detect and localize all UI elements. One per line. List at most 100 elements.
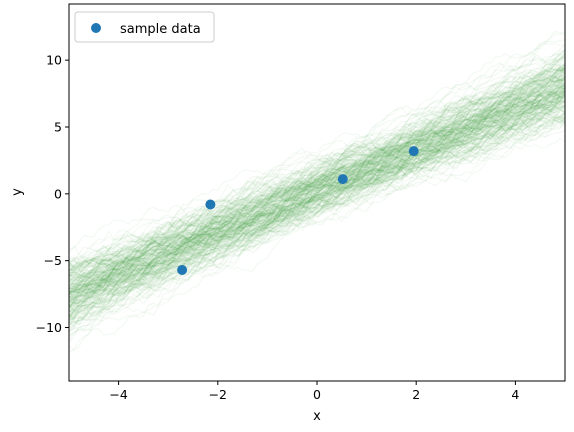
band-line: [69, 94, 565, 288]
band-line: [69, 76, 565, 303]
band-line: [69, 116, 565, 294]
band-line: [69, 71, 565, 302]
band-line: [69, 65, 565, 296]
band-line: [69, 60, 565, 332]
band-line: [69, 63, 565, 295]
band-line: [69, 99, 565, 293]
posterior-band: [69, 30, 565, 353]
band-line: [69, 91, 565, 284]
band-line: [69, 120, 565, 306]
band-line: [69, 85, 565, 307]
band-line: [69, 62, 565, 337]
band-line: [69, 98, 565, 278]
band-line: [69, 64, 565, 250]
band-line: [69, 52, 565, 308]
band-line: [69, 77, 565, 336]
band-line: [69, 72, 565, 276]
band-line: [69, 95, 565, 285]
band-line: [69, 95, 565, 275]
band-line: [69, 86, 565, 294]
legend-label: sample data: [120, 22, 201, 37]
band-line: [69, 81, 565, 285]
band-line: [69, 94, 565, 269]
band-line: [69, 70, 565, 314]
band-line: [69, 109, 565, 290]
band-line: [69, 111, 565, 292]
band-line: [69, 63, 565, 318]
band-line: [69, 85, 565, 309]
band-line: [69, 117, 565, 274]
band-line: [69, 105, 565, 293]
band-line: [69, 78, 565, 318]
band-line: [69, 110, 565, 308]
band-line: [69, 87, 565, 321]
band-line: [69, 89, 565, 298]
band-line: [69, 85, 565, 297]
x-tick-label: 4: [511, 387, 519, 402]
band-line: [69, 112, 565, 329]
band-line: [69, 106, 565, 301]
band-line: [69, 83, 565, 300]
band-line: [69, 82, 565, 277]
band-line: [69, 108, 565, 282]
band-line: [69, 84, 565, 283]
band-line: [69, 84, 565, 296]
band-line: [69, 75, 565, 323]
band-line: [69, 57, 565, 297]
band-line: [69, 78, 565, 295]
band-line: [69, 105, 565, 324]
band-line: [69, 90, 565, 303]
band-line: [69, 111, 565, 268]
band-line: [69, 67, 565, 294]
band-line: [69, 75, 565, 278]
band-line: [69, 67, 565, 302]
band-line: [69, 95, 565, 300]
band-line: [69, 78, 565, 353]
band-line: [69, 70, 565, 291]
band-line: [69, 100, 565, 307]
band-line: [69, 86, 565, 336]
band-line: [69, 93, 565, 289]
band-line: [69, 50, 565, 301]
band-line: [69, 90, 565, 316]
band-line: [69, 56, 565, 280]
band-line: [69, 96, 565, 297]
band-line: [69, 56, 565, 299]
x-axis: −4 −2 0 2 4: [109, 381, 519, 402]
band-line: [69, 79, 565, 298]
band-line: [69, 109, 565, 267]
band-line: [69, 97, 565, 278]
band-line: [69, 72, 565, 291]
band-line: [69, 68, 565, 317]
band-line: [69, 100, 565, 289]
band-line: [69, 83, 565, 271]
band-line: [69, 57, 565, 343]
band-line: [69, 91, 565, 294]
band-line: [69, 85, 565, 277]
band-line: [69, 92, 565, 295]
band-line: [69, 62, 565, 321]
band-line: [69, 83, 565, 296]
band-line: [69, 111, 565, 291]
band-line: [69, 85, 565, 300]
band-line: [69, 90, 565, 294]
band-line: [69, 76, 565, 340]
y-tick-label: 0: [54, 186, 62, 201]
band-line: [69, 92, 565, 290]
band-line: [69, 42, 565, 313]
band-line: [69, 115, 565, 269]
band-line: [69, 91, 565, 288]
band-line: [69, 98, 565, 293]
band-line: [69, 91, 565, 326]
band-line: [69, 100, 565, 299]
band-line: [69, 85, 565, 288]
band-line: [69, 115, 565, 289]
band-line: [69, 48, 565, 297]
band-line: [69, 112, 565, 296]
band-line: [69, 95, 565, 309]
y-tick-label: 10: [46, 53, 62, 68]
x-tick-label: −4: [109, 387, 127, 402]
band-line: [69, 88, 565, 315]
